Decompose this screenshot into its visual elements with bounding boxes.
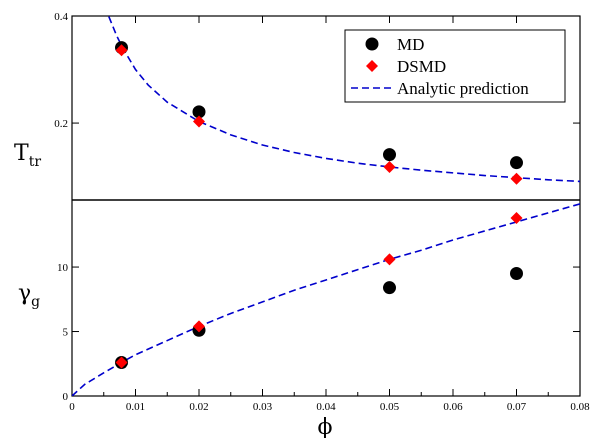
- legend-dsmd-marker: [366, 60, 378, 72]
- bottom-md-point: [510, 267, 523, 280]
- top-dsmd-point: [193, 115, 205, 128]
- legend-label: MD: [397, 35, 424, 54]
- x-tick-label: 0.06: [443, 401, 463, 413]
- top-dsmd-point: [510, 172, 523, 185]
- bottom-dsmd-point: [193, 320, 205, 333]
- bottom-y-tick-label: 0: [63, 391, 69, 403]
- top-md-point: [510, 156, 523, 170]
- x-tick-label: 0.08: [570, 401, 590, 413]
- chart-area: 0 0.01 0.02 0.03 0.04 0.05 0.06 0.07 0.08 0.2 0.4 0…: [54, 11, 590, 413]
- x-tick-label: 0.05: [380, 401, 400, 413]
- legend-label: Analytic prediction: [397, 79, 529, 98]
- x-tick-label: 0.02: [189, 401, 208, 413]
- bottom-dsmd-point: [510, 212, 523, 225]
- x-axis-label: ϕ: [318, 415, 333, 438]
- x-tick-label: 0.04: [316, 401, 336, 413]
- bottom-y-tick-label: 10: [57, 262, 69, 274]
- top-dsmd-point: [383, 160, 396, 173]
- x-tick-label: 0: [69, 401, 75, 413]
- legend-md-marker: [365, 37, 379, 51]
- bottom-analytic-curve: [72, 203, 580, 396]
- top-dsmd-point: [115, 44, 128, 57]
- legend-label: DSMD: [397, 57, 446, 76]
- chart-labels: Ttr γg ϕ: [14, 141, 333, 438]
- x-tick-label: 0.07: [507, 401, 527, 413]
- x-tick-label: 0.03: [253, 401, 273, 413]
- bottom-dsmd-point: [383, 253, 396, 266]
- bottom-md-point: [383, 281, 396, 295]
- legend-box: [344, 29, 566, 103]
- top-analytic-curve: [108, 16, 580, 183]
- top-y-axis-label: Ttr: [14, 141, 41, 170]
- top-md-point: [383, 148, 396, 162]
- legend: MD DSMD Analytic prediction: [344, 29, 566, 103]
- top-md-point: [192, 105, 206, 119]
- chart-marks: [72, 16, 580, 396]
- top-y-tick-label: 0.4: [54, 11, 68, 23]
- bottom-y-axis-label: γg: [18, 281, 40, 310]
- top-y-tick-label: 0.2: [54, 118, 68, 130]
- bottom-dsmd-point: [115, 356, 128, 369]
- bottom-y-tick-label: 5: [63, 327, 69, 339]
- x-tick-label: 0.01: [126, 401, 145, 413]
